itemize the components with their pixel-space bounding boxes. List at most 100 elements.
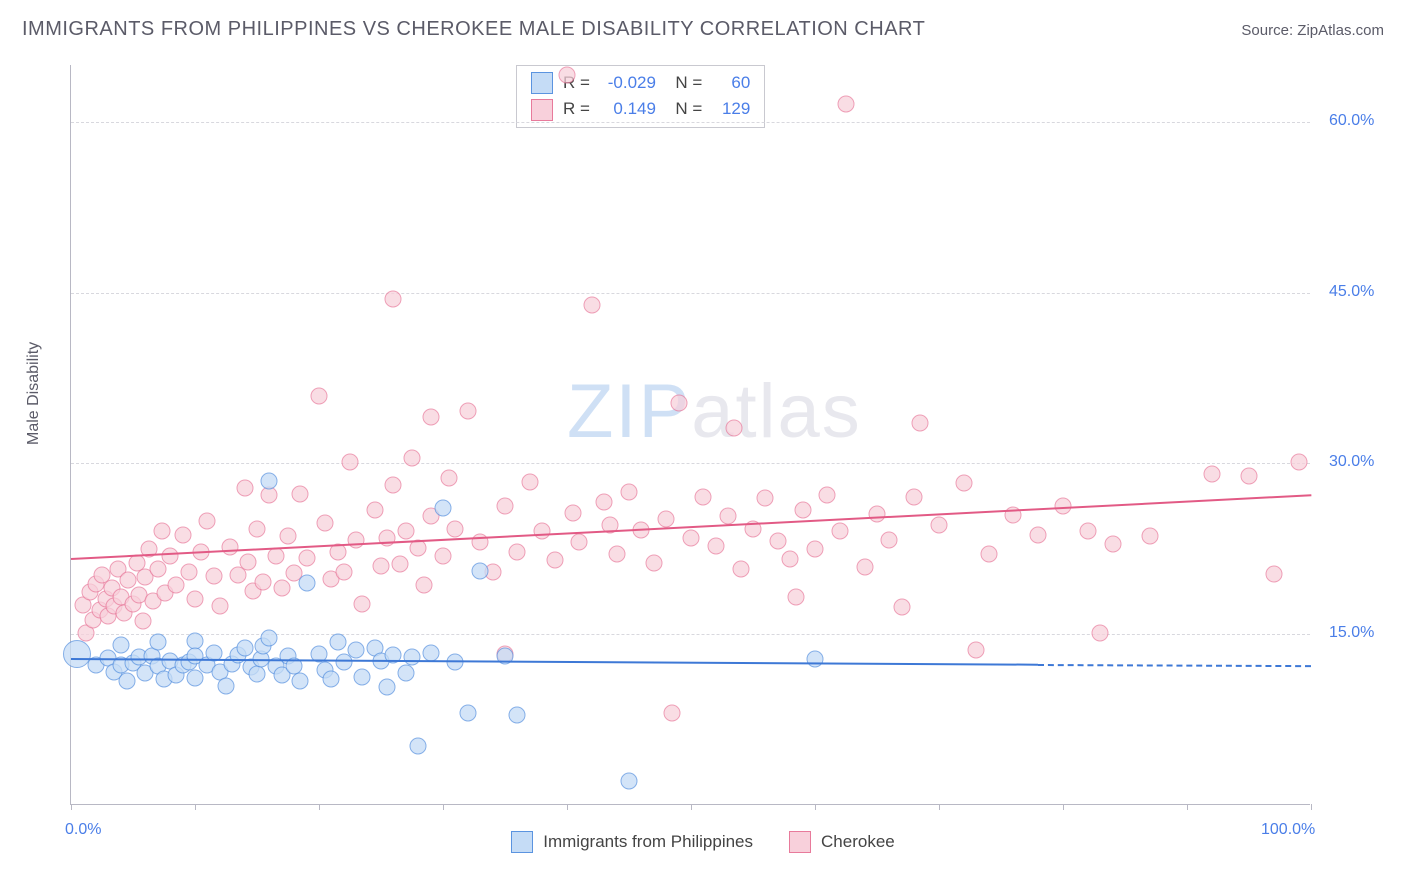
data-point-cherokee	[168, 577, 185, 594]
data-point-cherokee	[1265, 566, 1282, 583]
chart-container: Male Disability ZIPatlas R = -0.029 N = …	[20, 55, 1386, 855]
data-point-cherokee	[521, 473, 538, 490]
data-point-cherokee	[221, 538, 238, 555]
data-point-philippines	[118, 673, 135, 690]
data-point-philippines	[261, 629, 278, 646]
stats-row-cherokee: R = 0.149 N = 129	[531, 96, 750, 122]
data-point-cherokee	[385, 477, 402, 494]
data-point-cherokee	[565, 504, 582, 521]
data-point-cherokee	[273, 579, 290, 596]
data-point-cherokee	[1030, 527, 1047, 544]
stat-n-label: N =	[666, 96, 702, 122]
chart-title: IMMIGRANTS FROM PHILIPPINES VS CHEROKEE …	[22, 18, 925, 41]
data-point-cherokee	[447, 520, 464, 537]
data-point-cherokee	[236, 479, 253, 496]
data-point-cherokee	[134, 612, 151, 629]
data-point-cherokee	[435, 547, 452, 564]
y-tick-label: 15.0%	[1329, 624, 1374, 642]
data-point-cherokee	[534, 522, 551, 539]
data-point-philippines	[218, 677, 235, 694]
data-point-cherokee	[292, 486, 309, 503]
data-point-cherokee	[621, 484, 638, 501]
data-point-cherokee	[391, 555, 408, 572]
legend-item-philippines: Immigrants from Philippines	[511, 831, 753, 853]
data-point-cherokee	[509, 544, 526, 561]
data-point-cherokee	[1203, 465, 1220, 482]
swatch-philippines	[511, 831, 533, 853]
stat-r-value-philippines: -0.029	[600, 70, 656, 96]
data-point-cherokee	[707, 537, 724, 554]
data-point-cherokee	[211, 597, 228, 614]
x-tick	[1311, 804, 1312, 810]
data-point-philippines	[422, 644, 439, 661]
data-point-philippines	[112, 636, 129, 653]
data-point-philippines	[348, 642, 365, 659]
data-point-cherokee	[1104, 536, 1121, 553]
data-point-philippines	[236, 640, 253, 657]
x-tick	[195, 804, 196, 810]
data-point-cherokee	[162, 547, 179, 564]
data-point-cherokee	[422, 408, 439, 425]
data-point-cherokee	[255, 574, 272, 591]
data-point-cherokee	[187, 591, 204, 608]
gridline	[71, 122, 1310, 123]
data-point-cherokee	[955, 474, 972, 491]
data-point-philippines	[472, 562, 489, 579]
data-point-cherokee	[869, 505, 886, 522]
data-point-cherokee	[838, 95, 855, 112]
x-tick	[1187, 804, 1188, 810]
data-point-cherokee	[893, 599, 910, 616]
source-prefix: Source:	[1241, 22, 1297, 39]
gridline	[71, 634, 1310, 635]
data-point-philippines	[404, 649, 421, 666]
data-point-philippines	[261, 472, 278, 489]
data-point-cherokee	[1290, 454, 1307, 471]
data-point-philippines	[807, 651, 824, 668]
data-point-cherokee	[1141, 528, 1158, 545]
data-point-cherokee	[732, 561, 749, 578]
data-point-cherokee	[280, 528, 297, 545]
data-point-cherokee	[769, 533, 786, 550]
data-point-philippines	[149, 634, 166, 651]
data-point-cherokee	[441, 470, 458, 487]
y-tick-label: 45.0%	[1329, 283, 1374, 301]
data-point-cherokee	[559, 67, 576, 84]
data-point-cherokee	[180, 563, 197, 580]
swatch-cherokee	[531, 99, 553, 121]
data-point-cherokee	[695, 488, 712, 505]
x-tick	[815, 804, 816, 810]
data-point-philippines	[323, 670, 340, 687]
data-point-philippines	[621, 773, 638, 790]
data-point-philippines	[292, 673, 309, 690]
y-tick-label: 60.0%	[1329, 112, 1374, 130]
data-point-cherokee	[794, 502, 811, 519]
data-point-cherokee	[249, 520, 266, 537]
data-point-philippines	[298, 575, 315, 592]
data-point-cherokee	[459, 403, 476, 420]
data-point-cherokee	[335, 563, 352, 580]
data-point-cherokee	[670, 395, 687, 412]
data-point-cherokee	[1079, 522, 1096, 539]
data-point-philippines	[354, 668, 371, 685]
data-point-cherokee	[366, 502, 383, 519]
data-point-cherokee	[317, 514, 334, 531]
stat-n-value-philippines: 60	[712, 70, 750, 96]
data-point-cherokee	[149, 561, 166, 578]
y-tick-label: 30.0%	[1329, 453, 1374, 471]
data-point-cherokee	[782, 551, 799, 568]
stat-n-label: N =	[666, 70, 702, 96]
gridline	[71, 463, 1310, 464]
data-point-cherokee	[608, 545, 625, 562]
gridline	[71, 293, 1310, 294]
data-point-cherokee	[596, 494, 613, 511]
data-point-cherokee	[348, 531, 365, 548]
data-point-cherokee	[174, 527, 191, 544]
data-point-cherokee	[261, 487, 278, 504]
legend-item-cherokee: Cherokee	[789, 831, 895, 853]
data-point-cherokee	[373, 558, 390, 575]
data-point-cherokee	[645, 554, 662, 571]
x-tick	[1063, 804, 1064, 810]
plot-area: ZIPatlas R = -0.029 N = 60 R = 0.149 N =…	[70, 65, 1310, 805]
data-point-cherokee	[720, 507, 737, 524]
data-point-cherokee	[912, 414, 929, 431]
